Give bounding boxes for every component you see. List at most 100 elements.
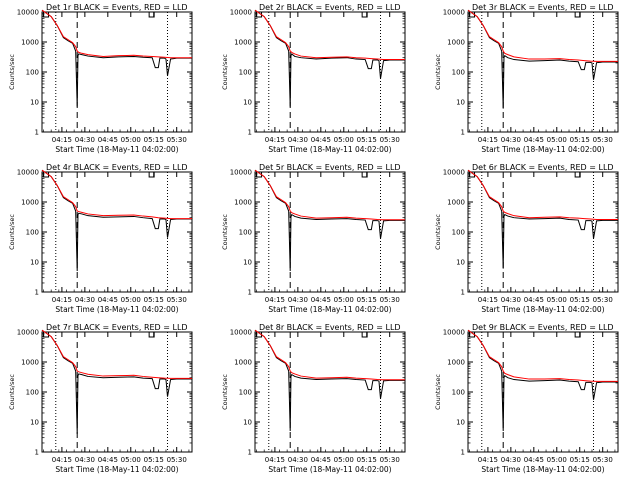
y-tick-label: 10000 xyxy=(17,329,39,337)
panel-title: Det 3r BLACK = Events, RED = LLD xyxy=(472,3,614,12)
panel-1: Det 1r BLACK = Events, RED = LLD 1 10 100 10… xyxy=(8,3,193,154)
panel-3: Det 3r BLACK = Events, RED = LLD 1 10 100 10… xyxy=(434,3,619,154)
x-tick-label: 05:30 xyxy=(593,456,613,464)
y-tick-label: 10000 xyxy=(230,329,252,337)
y-tick-label: 10 xyxy=(30,99,39,107)
y-tick-label: 100 xyxy=(452,69,465,77)
series-lld-line xyxy=(254,329,405,381)
y-axis-label: Counts/sec xyxy=(8,374,16,410)
x-axis-label: Start Time (18-May-11 04:02:00) xyxy=(481,145,604,154)
x-tick-label: 04:45 xyxy=(311,136,331,144)
y-tick-label: 100 xyxy=(239,389,252,397)
y-tick-label: 1 xyxy=(35,129,39,137)
y-tick-label: 10 xyxy=(243,419,252,427)
x-tick-label: 04:45 xyxy=(524,136,544,144)
axes-frame xyxy=(467,331,619,453)
y-tick-label: 1 xyxy=(248,449,252,457)
y-tick-label: 10000 xyxy=(17,9,39,17)
panel-5: Det 5r BLACK = Events, RED = LLD 1 10 100 10… xyxy=(221,163,406,314)
x-tick-label: 05:00 xyxy=(547,456,567,464)
x-tick-label: 05:15 xyxy=(144,296,164,304)
y-tick-label: 100 xyxy=(452,389,465,397)
panel-title: Det 4r BLACK = Events, RED = LLD xyxy=(46,163,188,172)
series-lld-line xyxy=(467,169,618,221)
x-tick-label: 05:30 xyxy=(167,456,187,464)
series-events-line xyxy=(41,169,192,272)
x-axis-label: Start Time (18-May-11 04:02:00) xyxy=(55,465,178,474)
x-tick-label: 05:00 xyxy=(334,456,354,464)
x-tick-label: 05:30 xyxy=(593,136,613,144)
y-tick-label: 100 xyxy=(26,229,39,237)
x-tick-label: 04:30 xyxy=(75,136,95,144)
y-tick-label: 10000 xyxy=(230,9,252,17)
x-tick-label: 05:30 xyxy=(593,296,613,304)
panel-7: Det 7r BLACK = Events, RED = LLD 1 10 100 10… xyxy=(8,323,193,474)
y-tick-label: 1000 xyxy=(447,199,465,207)
x-tick-label: 04:15 xyxy=(478,456,498,464)
x-axis-label: Start Time (18-May-11 04:02:00) xyxy=(55,145,178,154)
series-events-line xyxy=(467,9,618,109)
flag-bracket xyxy=(148,12,155,18)
y-tick-label: 1000 xyxy=(21,359,39,367)
x-tick-label: 05:00 xyxy=(547,136,567,144)
axes-frame xyxy=(467,11,619,133)
y-tick-label: 1 xyxy=(461,449,465,457)
series-events-line xyxy=(254,9,405,107)
x-tick-label: 05:00 xyxy=(334,136,354,144)
series-events-line xyxy=(467,169,618,269)
y-tick-label: 10000 xyxy=(443,329,465,337)
panel-title: Det 7r BLACK = Events, RED = LLD xyxy=(46,323,188,332)
x-tick-label: 05:30 xyxy=(380,136,400,144)
y-tick-label: 10000 xyxy=(230,169,252,177)
x-tick-label: 04:15 xyxy=(478,296,498,304)
series-events-line xyxy=(254,169,405,272)
y-tick-label: 1 xyxy=(461,289,465,297)
series-lld-line xyxy=(41,9,192,59)
panel-title: Det 5r BLACK = Events, RED = LLD xyxy=(259,163,401,172)
y-tick-label: 1000 xyxy=(21,39,39,47)
panel-title: Det 6r BLACK = Events, RED = LLD xyxy=(472,163,614,172)
y-tick-label: 100 xyxy=(239,229,252,237)
x-axis-label: Start Time (18-May-11 04:02:00) xyxy=(481,465,604,474)
x-tick-label: 04:15 xyxy=(52,456,72,464)
axes-frame xyxy=(467,171,619,293)
x-tick-label: 05:15 xyxy=(357,296,377,304)
flag-bracket xyxy=(574,172,581,178)
x-tick-label: 04:30 xyxy=(75,296,95,304)
x-tick-label: 04:30 xyxy=(288,456,308,464)
x-tick-label: 05:00 xyxy=(547,296,567,304)
y-tick-label: 100 xyxy=(26,389,39,397)
x-tick-label: 05:00 xyxy=(121,296,141,304)
y-tick-label: 10 xyxy=(456,259,465,267)
axes-frame xyxy=(254,11,406,133)
flag-bracket xyxy=(361,332,368,338)
flag-bracket xyxy=(148,332,155,338)
x-tick-label: 05:00 xyxy=(334,296,354,304)
panel-2: Det 2r BLACK = Events, RED = LLD 1 10 100 10… xyxy=(221,3,406,154)
x-axis-label: Start Time (18-May-11 04:02:00) xyxy=(268,465,391,474)
axes-frame xyxy=(254,171,406,293)
y-tick-label: 1000 xyxy=(234,39,252,47)
x-tick-label: 04:15 xyxy=(52,136,72,144)
x-tick-label: 04:30 xyxy=(501,296,521,304)
panel-6: Det 6r BLACK = Events, RED = LLD 1 10 100 10… xyxy=(434,163,619,314)
x-tick-label: 05:15 xyxy=(570,136,590,144)
x-axis-label: Start Time (18-May-11 04:02:00) xyxy=(481,305,604,314)
x-tick-label: 04:15 xyxy=(265,296,285,304)
panel-4: Det 4r BLACK = Events, RED = LLD 1 10 100 10… xyxy=(8,163,193,314)
x-tick-label: 05:15 xyxy=(357,136,377,144)
series-events-line xyxy=(254,329,405,432)
y-tick-label: 1 xyxy=(35,289,39,297)
y-tick-label: 1 xyxy=(248,129,252,137)
series-lld-line xyxy=(254,9,405,61)
x-tick-label: 05:15 xyxy=(570,456,590,464)
y-tick-label: 100 xyxy=(26,69,39,77)
x-tick-label: 05:00 xyxy=(121,456,141,464)
y-tick-label: 1000 xyxy=(21,199,39,207)
x-tick-label: 05:15 xyxy=(144,136,164,144)
x-tick-label: 04:15 xyxy=(265,136,285,144)
axes-frame xyxy=(254,331,406,453)
y-tick-label: 10 xyxy=(456,99,465,107)
x-tick-label: 04:45 xyxy=(524,456,544,464)
y-axis-label: Counts/sec xyxy=(8,54,16,90)
